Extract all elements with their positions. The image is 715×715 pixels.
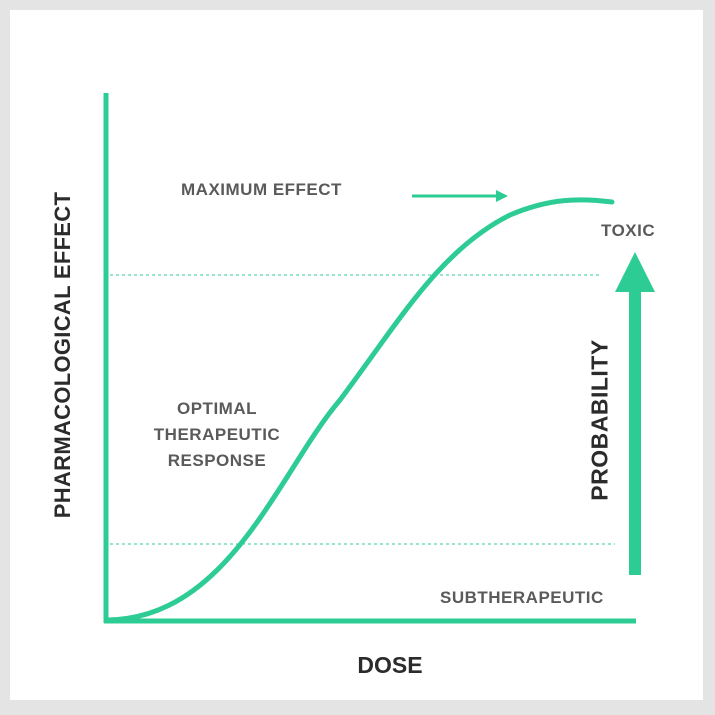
toxic-label: TOXIC xyxy=(601,221,656,240)
optimal-label-line: RESPONSE xyxy=(167,451,267,470)
x-axis-label: DOSE xyxy=(357,652,423,678)
y-axis-label: PHARMACOLOGICAL EFFECT xyxy=(50,191,75,519)
optimal-label-line: OPTIMAL xyxy=(177,399,257,418)
subtherapeutic-label: SUBTHERAPEUTIC xyxy=(440,588,604,607)
maximum-effect-label: MAXIMUM EFFECT xyxy=(181,180,342,199)
diagram-frame xyxy=(10,10,703,700)
probability-label: PROBABILITY xyxy=(586,339,613,501)
optimal-label-line: THERAPEUTIC xyxy=(153,425,281,444)
dose-response-curve xyxy=(105,197,615,623)
maximum-effect-arrow-head xyxy=(496,190,508,202)
probability-arrow-shaft xyxy=(629,290,641,575)
optimal-response-label: OPTIMAL THERAPEUTIC RESPONSE xyxy=(154,396,280,474)
probability-arrow-head xyxy=(615,252,655,292)
